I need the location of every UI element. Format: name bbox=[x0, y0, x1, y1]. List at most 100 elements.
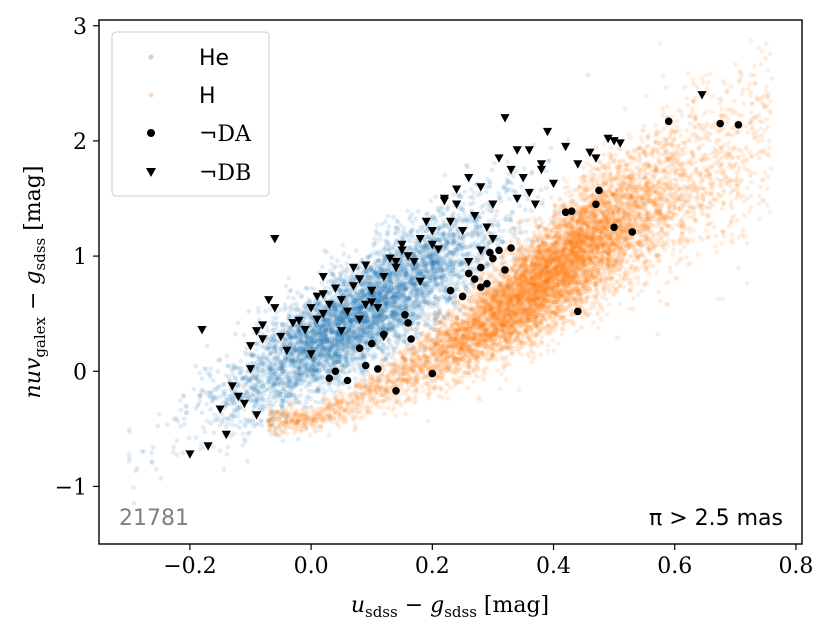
he-point bbox=[501, 228, 507, 234]
he-point bbox=[280, 398, 286, 404]
he-point bbox=[311, 378, 317, 384]
he-point bbox=[459, 252, 465, 258]
he-point bbox=[342, 320, 348, 326]
he-point bbox=[276, 393, 281, 398]
he-point bbox=[338, 273, 344, 278]
he-point bbox=[440, 276, 446, 281]
he-point bbox=[471, 282, 476, 288]
he-point bbox=[336, 304, 342, 310]
he-point bbox=[338, 304, 344, 309]
he-point bbox=[335, 320, 340, 326]
he-point bbox=[444, 298, 450, 304]
he-point bbox=[350, 295, 355, 301]
he-point bbox=[421, 247, 426, 253]
he-point bbox=[363, 274, 369, 280]
he-point bbox=[334, 329, 340, 335]
he-point bbox=[362, 281, 368, 287]
he-point bbox=[308, 396, 314, 402]
he-point bbox=[134, 465, 140, 471]
he-point bbox=[342, 316, 347, 322]
he-point bbox=[397, 316, 402, 322]
he-point bbox=[287, 342, 293, 348]
he-point bbox=[429, 272, 435, 278]
he-point bbox=[371, 270, 377, 276]
he-point bbox=[298, 381, 304, 386]
he-point bbox=[388, 309, 393, 315]
he-point bbox=[391, 324, 396, 329]
he-point bbox=[369, 252, 374, 258]
he-point bbox=[327, 268, 333, 274]
he-point bbox=[441, 211, 446, 217]
he-point bbox=[215, 415, 221, 421]
he-point bbox=[488, 209, 493, 214]
he-point bbox=[200, 425, 206, 430]
he-point bbox=[328, 344, 333, 350]
he-point bbox=[331, 311, 337, 317]
he-point bbox=[433, 282, 439, 288]
he-point bbox=[344, 265, 350, 271]
he-point bbox=[469, 233, 475, 239]
he-point bbox=[351, 351, 357, 357]
he-point bbox=[302, 372, 308, 378]
he-point bbox=[423, 212, 429, 218]
he-point bbox=[383, 301, 389, 306]
he-point bbox=[256, 317, 262, 322]
he-point bbox=[271, 419, 277, 425]
he-point bbox=[326, 279, 331, 285]
he-point bbox=[288, 287, 294, 293]
he-point bbox=[368, 324, 373, 330]
he-point bbox=[440, 211, 446, 217]
he-point bbox=[401, 281, 406, 287]
he-point bbox=[380, 293, 385, 298]
he-point bbox=[390, 309, 396, 314]
he-point bbox=[283, 374, 289, 380]
he-point bbox=[503, 190, 509, 195]
he-point bbox=[387, 322, 392, 327]
he-point bbox=[371, 268, 376, 273]
he-point bbox=[278, 349, 284, 355]
he-point bbox=[295, 290, 300, 296]
he-point bbox=[486, 240, 492, 246]
he-point bbox=[402, 327, 408, 333]
he-point bbox=[309, 341, 314, 347]
he-point bbox=[296, 352, 302, 358]
he-point bbox=[420, 258, 426, 263]
he-point bbox=[320, 327, 326, 333]
he-point bbox=[362, 330, 367, 336]
he-point bbox=[314, 332, 319, 338]
he-point bbox=[448, 294, 453, 300]
he-point bbox=[216, 383, 222, 389]
he-point bbox=[254, 341, 260, 347]
he-point bbox=[365, 255, 371, 261]
he-point bbox=[465, 220, 470, 225]
he-point bbox=[331, 265, 337, 271]
he-point bbox=[441, 267, 446, 273]
he-point bbox=[273, 368, 279, 373]
he-point bbox=[380, 309, 386, 315]
he-point bbox=[423, 284, 429, 289]
he-point bbox=[246, 376, 252, 381]
he-point bbox=[319, 352, 325, 358]
he-point bbox=[356, 338, 362, 343]
he-point bbox=[501, 239, 507, 245]
he-point bbox=[403, 285, 409, 291]
he-point bbox=[351, 295, 356, 300]
he-point bbox=[307, 365, 313, 371]
he-point bbox=[340, 369, 346, 375]
he-point bbox=[327, 285, 333, 291]
he-point bbox=[297, 377, 303, 382]
he-point bbox=[180, 393, 186, 398]
he-point bbox=[365, 282, 371, 288]
he-point bbox=[436, 258, 442, 263]
he-point bbox=[286, 392, 292, 397]
he-point bbox=[386, 326, 392, 331]
he-point bbox=[316, 385, 321, 391]
he-point bbox=[393, 225, 399, 230]
he-point bbox=[434, 280, 440, 286]
he-point bbox=[435, 208, 441, 214]
he-point bbox=[403, 286, 408, 292]
he-point bbox=[197, 370, 203, 376]
he-point bbox=[383, 292, 389, 297]
he-point bbox=[408, 315, 414, 321]
he-point bbox=[298, 294, 304, 300]
